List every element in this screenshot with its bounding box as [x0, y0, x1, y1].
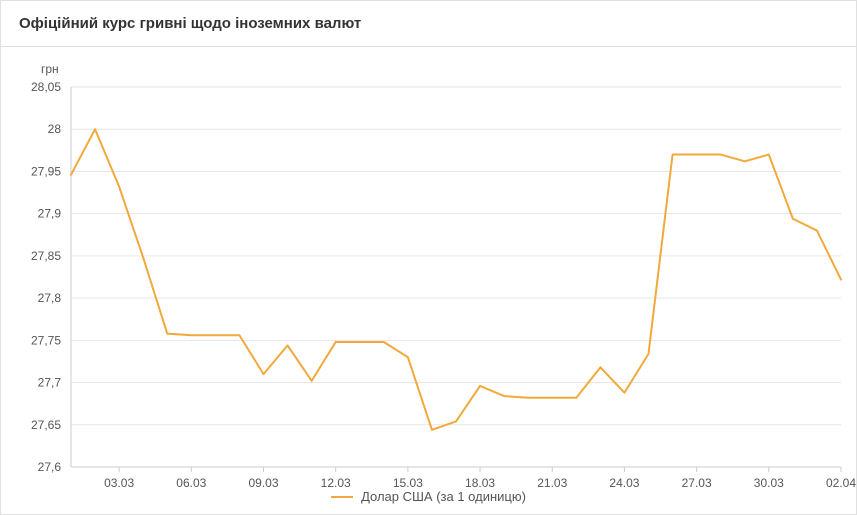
svg-text:27,85: 27,85	[31, 249, 61, 263]
svg-text:09.03: 09.03	[248, 476, 278, 490]
svg-text:30.03: 30.03	[754, 476, 784, 490]
svg-text:12.03: 12.03	[321, 476, 351, 490]
legend-swatch	[331, 496, 353, 498]
svg-text:27,75: 27,75	[31, 333, 61, 347]
svg-text:27,65: 27,65	[31, 418, 61, 432]
svg-text:27,8: 27,8	[38, 291, 62, 305]
legend: Долар США (за 1 одиницю)	[1, 489, 856, 504]
svg-text:03.03: 03.03	[104, 476, 134, 490]
svg-text:06.03: 06.03	[176, 476, 206, 490]
title-bar: Офіційний курс гривні щодо іноземних вал…	[1, 1, 856, 47]
svg-text:грн: грн	[41, 62, 59, 76]
svg-text:21.03: 21.03	[537, 476, 567, 490]
svg-text:27.03: 27.03	[682, 476, 712, 490]
exchange-rate-panel: Офіційний курс гривні щодо іноземних вал…	[0, 0, 857, 515]
svg-text:18.03: 18.03	[465, 476, 495, 490]
svg-text:27,95: 27,95	[31, 164, 61, 178]
svg-text:27,6: 27,6	[38, 460, 62, 474]
svg-text:27,9: 27,9	[38, 207, 62, 221]
legend-label: Долар США (за 1 одиницю)	[361, 489, 526, 504]
chart-area: 27,6 27,65 27,7 27,75 27,8 27,85 27,9 27,95 28 28…	[1, 47, 856, 514]
svg-text:02.04: 02.04	[826, 476, 856, 490]
svg-text:15.03: 15.03	[393, 476, 423, 490]
svg-text:28,05: 28,05	[31, 80, 61, 94]
panel-title: Офіційний курс гривні щодо іноземних вал…	[19, 15, 361, 32]
svg-text:28: 28	[48, 122, 62, 136]
svg-text:24.03: 24.03	[609, 476, 639, 490]
line-chart: 27,6 27,65 27,7 27,75 27,8 27,85 27,9 27,95 28 28…	[1, 47, 856, 515]
svg-text:27,7: 27,7	[38, 376, 62, 390]
